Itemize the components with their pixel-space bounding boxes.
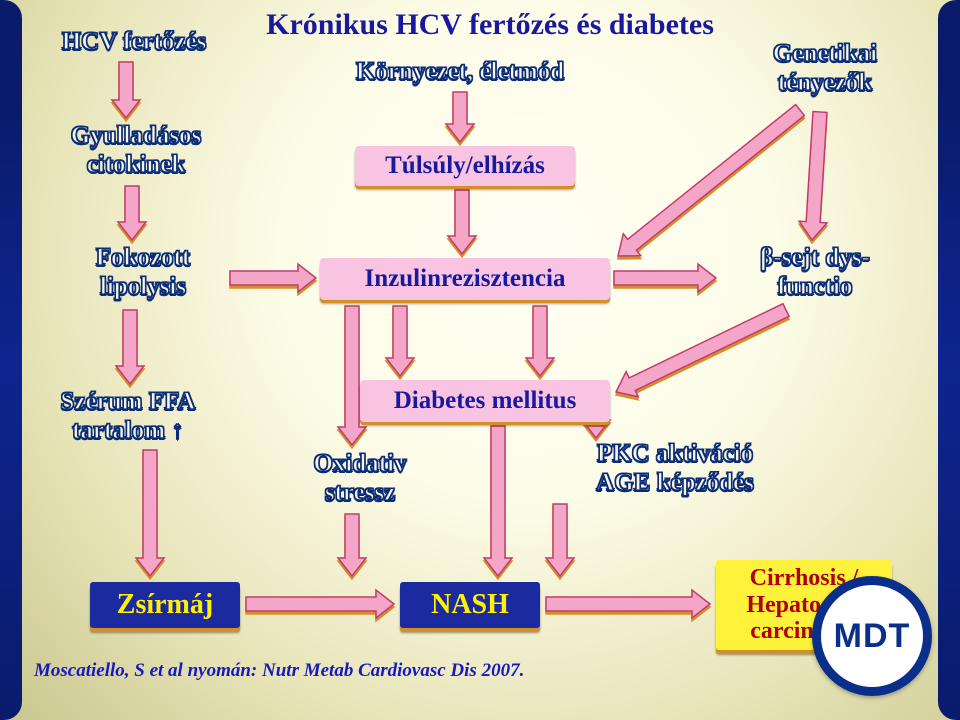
text-betacell: β-sejt dys-functio xyxy=(720,244,910,302)
text-cytokines: Gyulladásoscitokinek xyxy=(36,122,236,180)
arrow-insres-to-dm-left xyxy=(386,306,414,376)
box-nash-label: NASH xyxy=(431,589,509,621)
arrow-insres-to-dm-right xyxy=(526,306,554,376)
box-insres-label: Inzulinrezisztencia xyxy=(365,265,566,293)
arrow-env-to-obesity xyxy=(446,92,474,142)
text-hcv: HCV fertőzés xyxy=(34,28,234,57)
text-ffa: Szérum FFAtartalom ↑ xyxy=(28,388,228,446)
text-env: Környezet, életmód xyxy=(330,58,590,87)
arrow-ffa-to-fattyliver xyxy=(136,450,164,576)
text-genetics: Genetikaitényezők xyxy=(740,40,910,98)
text-pkc: PKC aktivációAGE képződés xyxy=(560,440,790,498)
box-dm-label: Diabetes mellitus xyxy=(394,387,577,415)
arrow-dm-to-nash xyxy=(484,426,512,576)
association-logo: MDT xyxy=(812,576,932,696)
box-obesity-label: Túlsúly/elhízás xyxy=(385,152,545,180)
text-lipolysis: Fokozottlipolysis xyxy=(58,244,228,302)
citation: Moscatiello, S et al nyomán: Nutr Metab … xyxy=(34,660,524,682)
box-nash: NASH xyxy=(400,582,540,628)
box-obesity: Túlsúly/elhízás xyxy=(355,146,575,186)
text-oxid: Oxidativstressz xyxy=(280,450,440,508)
slide-title: Krónikus HCV fertőzés és diabetes xyxy=(220,8,760,43)
arrow-insres-to-betacell xyxy=(614,264,716,292)
arrow-lipo-to-insres xyxy=(230,264,316,292)
box-fatty-liver-label: Zsírmáj xyxy=(117,589,213,621)
arrow-cytokines-to-lipo xyxy=(118,186,146,240)
box-fatty-liver: Zsírmáj xyxy=(90,582,240,628)
arrow-insres-to-oxid xyxy=(338,306,366,445)
arrow-genetics-to-beta xyxy=(799,112,827,240)
arrow-hcv-to-cytokines xyxy=(112,62,140,118)
arrow-fattyliver-to-nash xyxy=(246,590,394,618)
diagram-stage: Krónikus HCV fertőzés és diabetes HCV fe… xyxy=(0,0,960,720)
arrow-nash-to-cirr xyxy=(546,590,710,618)
arrow-pkc-to-nash xyxy=(546,504,574,576)
arrow-obesity-to-insres xyxy=(448,190,476,254)
box-diabetes-mellitus: Diabetes mellitus xyxy=(360,380,610,422)
box-insulin-resistance: Inzulinrezisztencia xyxy=(320,258,610,300)
arrow-lipo-to-ffa xyxy=(116,310,144,384)
arrow-beta-to-dm xyxy=(616,304,789,397)
arrow-dm-to-pkc xyxy=(582,420,610,438)
arrow-genetics-to-insres xyxy=(618,105,804,256)
logo-text: MDT xyxy=(834,617,911,656)
arrow-oxid-to-nash xyxy=(338,514,366,576)
